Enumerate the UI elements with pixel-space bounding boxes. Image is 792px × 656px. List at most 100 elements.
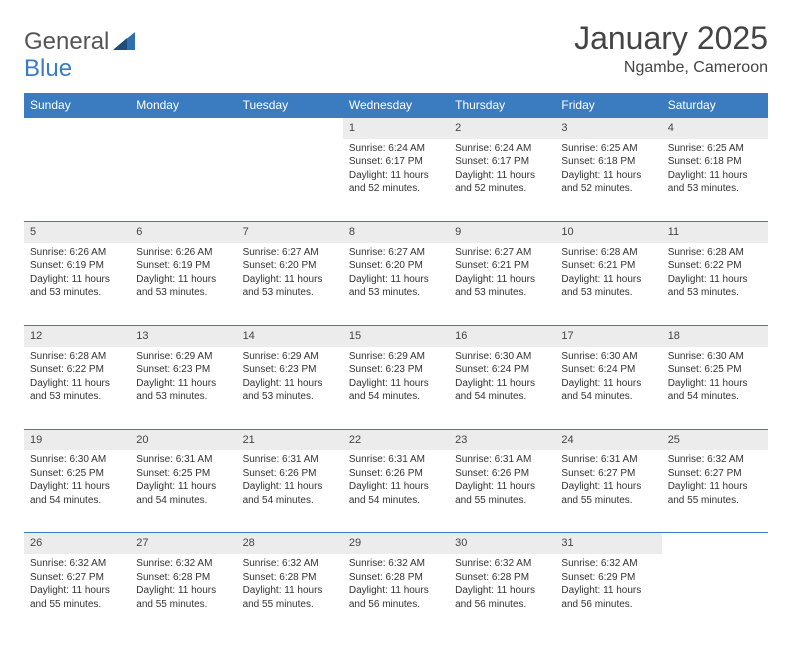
sunrise-line: Sunrise: 6:32 AM [136,557,230,571]
title-block: January 2025 Ngambe, Cameroon [574,20,768,77]
weekday-tuesday: Tuesday [237,93,343,117]
sunrise-line: Sunrise: 6:32 AM [30,557,124,571]
daynum-row: 262728293031 [24,533,768,554]
sunrise-line: Sunrise: 6:24 AM [455,142,549,156]
content-row: Sunrise: 6:30 AMSunset: 6:25 PMDaylight:… [24,450,768,532]
day-content-cell: Sunrise: 6:28 AMSunset: 6:22 PMDaylight:… [24,347,130,429]
daylight-line: Daylight: 11 hours and 52 minutes. [455,169,549,196]
day-content-cell: Sunrise: 6:27 AMSunset: 6:21 PMDaylight:… [449,243,555,325]
day-content-cell: Sunrise: 6:31 AMSunset: 6:27 PMDaylight:… [555,450,661,532]
sunrise-line: Sunrise: 6:28 AM [668,246,762,260]
day-content-cell: Sunrise: 6:32 AMSunset: 6:28 PMDaylight:… [237,554,343,636]
day-content-cell: Sunrise: 6:31 AMSunset: 6:26 PMDaylight:… [343,450,449,532]
daylight-line: Daylight: 11 hours and 55 minutes. [455,480,549,507]
sunset-line: Sunset: 6:23 PM [243,363,337,377]
sunrise-line: Sunrise: 6:31 AM [349,453,443,467]
day-content-cell: Sunrise: 6:30 AMSunset: 6:24 PMDaylight:… [449,347,555,429]
sunset-line: Sunset: 6:27 PM [561,467,655,481]
daylight-line: Daylight: 11 hours and 55 minutes. [561,480,655,507]
day-number-cell: 12 [24,325,130,346]
calendar-table: Sunday Monday Tuesday Wednesday Thursday… [24,93,768,117]
sunset-line: Sunset: 6:23 PM [136,363,230,377]
sunrise-line: Sunrise: 6:31 AM [136,453,230,467]
daylight-line: Daylight: 11 hours and 52 minutes. [349,169,443,196]
sunrise-line: Sunrise: 6:30 AM [561,350,655,364]
sunrise-line: Sunrise: 6:30 AM [668,350,762,364]
weekday-wednesday: Wednesday [343,93,449,117]
sunrise-line: Sunrise: 6:29 AM [349,350,443,364]
day-number-cell: 4 [662,118,768,139]
sunrise-line: Sunrise: 6:31 AM [561,453,655,467]
weekday-header-row: Sunday Monday Tuesday Wednesday Thursday… [24,93,768,117]
sunset-line: Sunset: 6:25 PM [30,467,124,481]
day-number-cell: 27 [130,533,236,554]
sunrise-line: Sunrise: 6:28 AM [561,246,655,260]
sunrise-line: Sunrise: 6:31 AM [455,453,549,467]
sunset-line: Sunset: 6:20 PM [243,259,337,273]
day-number-cell: 17 [555,325,661,346]
day-content-cell: Sunrise: 6:32 AMSunset: 6:28 PMDaylight:… [449,554,555,636]
logo-sail-icon [113,32,137,52]
day-content-cell [237,139,343,221]
sunset-line: Sunset: 6:19 PM [136,259,230,273]
day-content-cell: Sunrise: 6:24 AMSunset: 6:17 PMDaylight:… [449,139,555,221]
daylight-line: Daylight: 11 hours and 53 minutes. [136,377,230,404]
sunrise-line: Sunrise: 6:32 AM [349,557,443,571]
content-row: Sunrise: 6:32 AMSunset: 6:27 PMDaylight:… [24,554,768,636]
weekday-friday: Friday [555,93,661,117]
day-number-cell [24,118,130,139]
day-number-cell: 19 [24,429,130,450]
day-content-cell [130,139,236,221]
day-content-cell [662,554,768,636]
sunset-line: Sunset: 6:18 PM [561,155,655,169]
daylight-line: Daylight: 11 hours and 54 minutes. [668,377,762,404]
sunset-line: Sunset: 6:21 PM [455,259,549,273]
sunset-line: Sunset: 6:29 PM [561,571,655,585]
daylight-line: Daylight: 11 hours and 55 minutes. [30,584,124,611]
day-number-cell: 18 [662,325,768,346]
day-number-cell: 25 [662,429,768,450]
day-content-cell [24,139,130,221]
sunset-line: Sunset: 6:21 PM [561,259,655,273]
sunrise-line: Sunrise: 6:27 AM [349,246,443,260]
day-content-cell: Sunrise: 6:29 AMSunset: 6:23 PMDaylight:… [130,347,236,429]
sunset-line: Sunset: 6:18 PM [668,155,762,169]
day-content-cell: Sunrise: 6:30 AMSunset: 6:25 PMDaylight:… [24,450,130,532]
sunset-line: Sunset: 6:28 PM [136,571,230,585]
sunrise-line: Sunrise: 6:27 AM [455,246,549,260]
daylight-line: Daylight: 11 hours and 53 minutes. [243,273,337,300]
day-number-cell: 28 [237,533,343,554]
sunset-line: Sunset: 6:17 PM [349,155,443,169]
sunrise-line: Sunrise: 6:32 AM [243,557,337,571]
weekday-thursday: Thursday [449,93,555,117]
day-number-cell: 16 [449,325,555,346]
day-number-cell: 3 [555,118,661,139]
day-number-cell: 2 [449,118,555,139]
location: Ngambe, Cameroon [574,59,768,77]
weeks-container: 1234Sunrise: 6:24 AMSunset: 6:17 PMDayli… [24,117,768,636]
sunrise-line: Sunrise: 6:32 AM [561,557,655,571]
weekday-saturday: Saturday [662,93,768,117]
logo: General [24,28,137,56]
daylight-line: Daylight: 11 hours and 54 minutes. [561,377,655,404]
sunrise-line: Sunrise: 6:25 AM [561,142,655,156]
sunrise-line: Sunrise: 6:30 AM [455,350,549,364]
month-title: January 2025 [574,20,768,57]
day-content-cell: Sunrise: 6:25 AMSunset: 6:18 PMDaylight:… [662,139,768,221]
sunrise-line: Sunrise: 6:32 AM [668,453,762,467]
sunrise-line: Sunrise: 6:29 AM [243,350,337,364]
day-number-cell: 11 [662,221,768,242]
sunset-line: Sunset: 6:17 PM [455,155,549,169]
day-content-cell: Sunrise: 6:26 AMSunset: 6:19 PMDaylight:… [130,243,236,325]
daynum-row: 19202122232425 [24,429,768,450]
daylight-line: Daylight: 11 hours and 55 minutes. [243,584,337,611]
sunset-line: Sunset: 6:25 PM [136,467,230,481]
day-content-cell: Sunrise: 6:32 AMSunset: 6:27 PMDaylight:… [662,450,768,532]
content-row: Sunrise: 6:24 AMSunset: 6:17 PMDaylight:… [24,139,768,221]
daynum-row: 567891011 [24,221,768,242]
day-number-cell: 26 [24,533,130,554]
day-content-cell: Sunrise: 6:32 AMSunset: 6:28 PMDaylight:… [130,554,236,636]
daynum-row: 12131415161718 [24,325,768,346]
day-content-cell: Sunrise: 6:29 AMSunset: 6:23 PMDaylight:… [343,347,449,429]
week-1: 567891011Sunrise: 6:26 AMSunset: 6:19 PM… [24,221,768,325]
